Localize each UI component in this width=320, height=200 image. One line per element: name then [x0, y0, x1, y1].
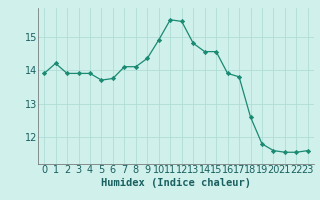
X-axis label: Humidex (Indice chaleur): Humidex (Indice chaleur)	[101, 178, 251, 188]
